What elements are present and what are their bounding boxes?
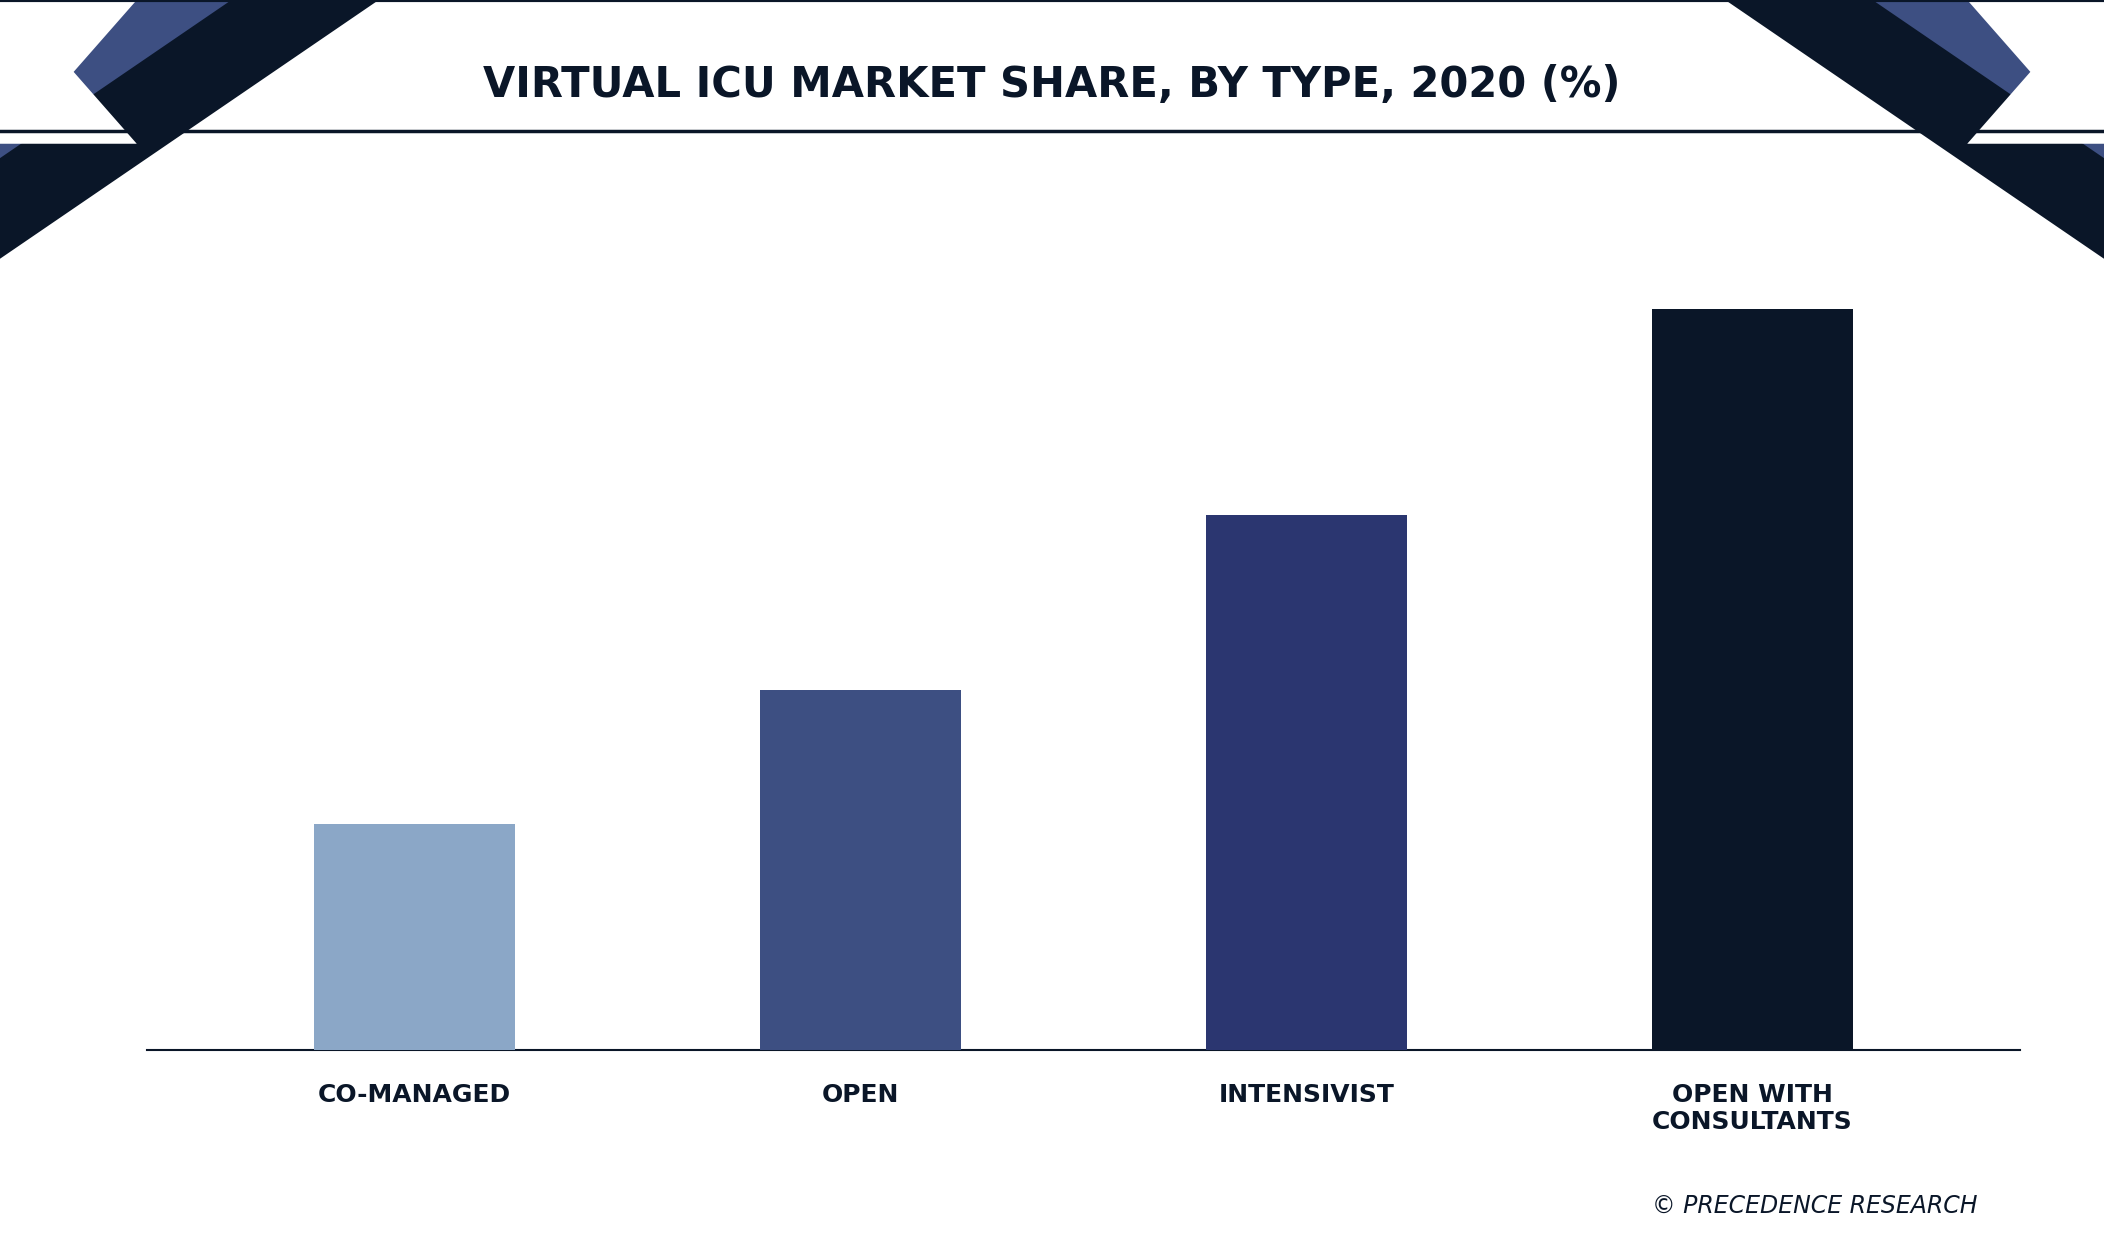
Polygon shape bbox=[0, 0, 231, 158]
Polygon shape bbox=[1725, 0, 2104, 259]
Polygon shape bbox=[0, 0, 379, 259]
Bar bbox=[1652, 309, 1854, 1050]
Polygon shape bbox=[1873, 0, 2104, 158]
Polygon shape bbox=[0, 0, 137, 144]
Text: VIRTUAL ICU MARKET SHARE, BY TYPE, 2020 (%): VIRTUAL ICU MARKET SHARE, BY TYPE, 2020 … bbox=[484, 64, 1620, 106]
Bar bbox=[760, 690, 962, 1050]
Bar bbox=[1206, 515, 1408, 1050]
Polygon shape bbox=[1967, 0, 2104, 144]
Bar bbox=[313, 824, 515, 1050]
Text: © PRECEDENCE RESEARCH: © PRECEDENCE RESEARCH bbox=[1652, 1194, 1978, 1219]
